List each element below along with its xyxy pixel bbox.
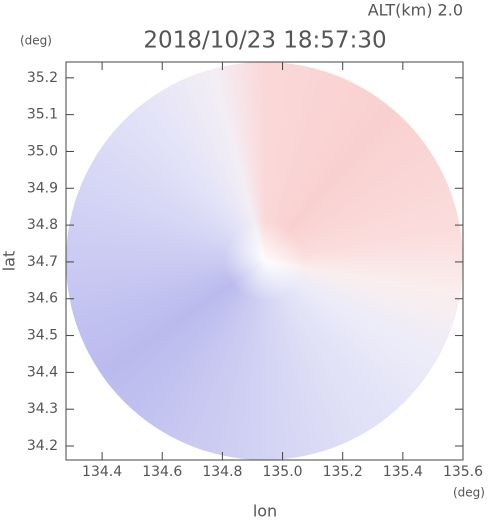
plot-frame [65,61,464,461]
y-tick-label: 34.3 [27,401,58,417]
radar-field [66,62,463,460]
y-tick-label: 35.2 [27,70,58,86]
y-unit: (deg) [20,34,52,48]
y-tick-label: 35.1 [27,107,58,123]
y-tick-label: 34.9 [27,180,58,196]
x-axis-label: lon [253,502,277,521]
y-tick-label: 34.8 [27,217,58,233]
chart-title: 2018/10/23 18:57:30 [143,28,386,54]
y-tick-label: 34.4 [27,364,58,380]
annotation: ALT(km) 2.0 [368,1,463,20]
x-tick-label: 135.6 [443,464,483,480]
x-tick-label: 135.2 [323,464,363,480]
y-tick-label: 34.2 [27,438,58,454]
y-axis-label: lat [0,251,19,272]
x-tick-label: 135.0 [262,464,302,480]
x-tick-label: 134.6 [142,464,182,480]
x-tick-label: 135.4 [383,464,423,480]
x-unit: (deg) [453,486,485,500]
y-tick-label: 34.5 [27,328,58,344]
x-tick-label: 134.8 [202,464,242,480]
y-tick-label: 34.7 [27,254,58,270]
x-tick-label: 134.4 [82,464,122,480]
y-tick-label: 34.6 [27,291,58,307]
y-tick-label: 35.0 [27,143,58,159]
